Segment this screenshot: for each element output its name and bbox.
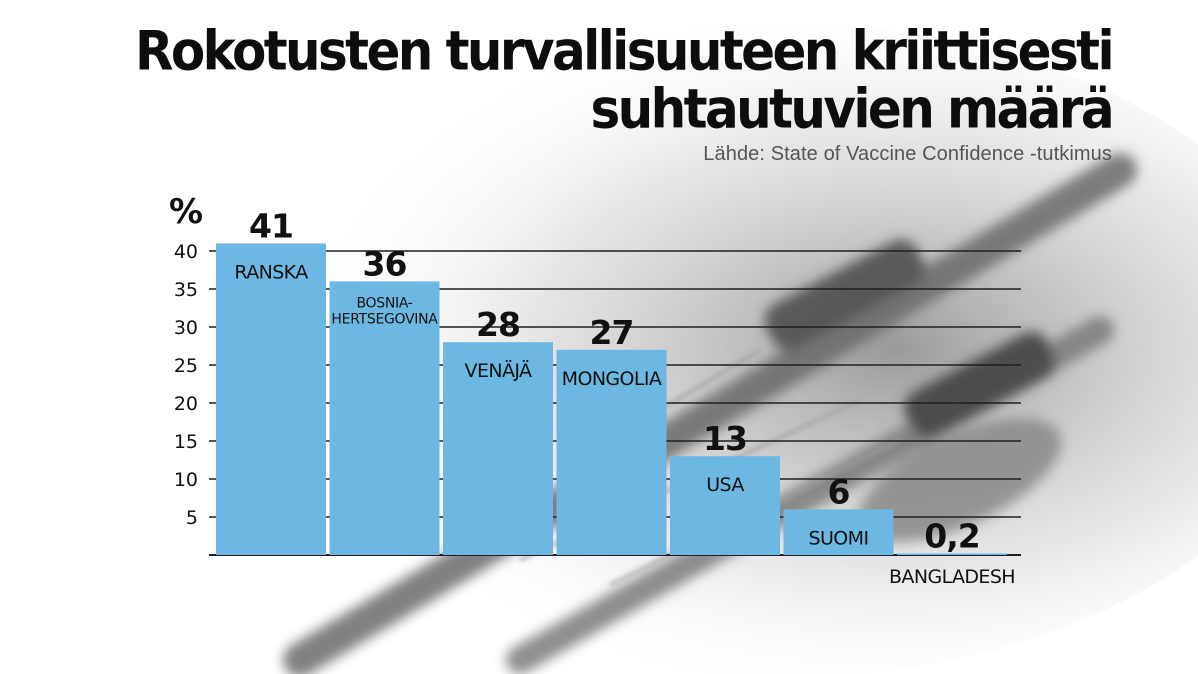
value-label: 36 [363, 244, 407, 283]
y-tick-label: 40 [174, 241, 198, 263]
bar [443, 342, 553, 555]
category-label: SUOMI [809, 527, 869, 549]
y-axis-ticks: 5 10 15 20 25 30 35 40 [174, 241, 198, 529]
category-label: VENÄJÄ [465, 359, 532, 382]
category-label: MONGOLIA [562, 368, 662, 390]
category-labels: RANSKA BOSNIA-HERTSEGOVINA VENÄJÄ MONGOLIA U… [234, 261, 1015, 588]
y-tick-label: 30 [174, 317, 198, 339]
y-tick-label: 20 [174, 393, 198, 415]
bar [556, 349, 667, 555]
value-labels: 41 36 28 27 13 6 0,2 [249, 206, 981, 555]
y-tick-label: 25 [174, 355, 198, 377]
chart-title-line-2: suhtautuvien määrä [590, 78, 1114, 141]
category-label: USA [706, 474, 744, 496]
bar [670, 456, 780, 555]
bar [897, 553, 1007, 555]
bar [783, 509, 894, 555]
value-label: 41 [249, 206, 293, 245]
category-label: HERTSEGOVINA [331, 311, 438, 327]
bar [216, 243, 326, 555]
y-tick-label: 5 [186, 507, 198, 529]
bar [329, 281, 440, 555]
category-label: BANGLADESH [889, 566, 1015, 588]
value-label: 0,2 [924, 516, 979, 555]
chart-title-line-1: Rokotusten turvallisuuteen kriittisesti [135, 20, 1115, 83]
chart-source: Lähde: State of Vaccine Confidence -tutk… [703, 143, 1112, 165]
value-label: 28 [476, 305, 520, 344]
value-label: 27 [590, 313, 634, 352]
category-label: BOSNIA- [356, 295, 412, 311]
bars [216, 243, 1007, 555]
y-axis-unit-label: % [169, 192, 203, 232]
value-label: 6 [828, 472, 850, 511]
value-label: 13 [703, 419, 747, 458]
y-tick-label: 10 [174, 469, 198, 491]
category-label: RANSKA [234, 261, 308, 283]
y-tick-label: 35 [174, 279, 198, 301]
y-tick-label: 15 [174, 431, 198, 453]
